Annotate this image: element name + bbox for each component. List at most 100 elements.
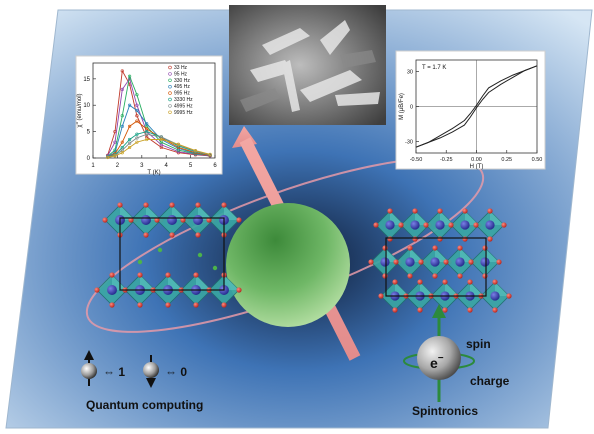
metal-atom [405,257,415,267]
octahedron-face [445,282,459,296]
interlayer-atom [137,259,143,265]
electron-label: e− [430,353,444,371]
sem-micrograph [229,5,386,125]
series-line [107,133,211,158]
oxygen-atom [457,273,463,279]
series-line [107,139,211,158]
x-tick-label: 5 [189,163,193,169]
oxygen-atom [496,259,502,265]
octahedron-face [224,275,239,290]
data-point [135,93,139,97]
oxygen-atom [467,307,473,313]
octahedron-face [224,205,239,220]
metal-atom [385,220,395,230]
data-point [120,69,124,73]
data-point [128,74,132,78]
oxygen-atom [482,273,488,279]
data-point [128,141,132,145]
x-tick-label: 4 [165,163,169,169]
metal-atom [410,220,420,230]
electron-sphere-icon [417,336,461,380]
magnetization-chart: -0.50 -0.25 0.00 0.25 0.50 -30 0 30 H (T) M (μB/F… [395,50,546,170]
metal-atom [485,220,495,230]
oxygen-atom [169,202,175,208]
legend-marker [168,84,172,89]
oxygen-atom [432,245,438,251]
y-tick-label: 0 [410,105,413,111]
legend-label: 95 Hz [174,71,188,77]
oxygen-atom [407,245,413,251]
x-tick-label: 0.25 [501,157,512,163]
y-tick-label: -30 [405,139,413,145]
y-axis-label: M (μB/Fe) [399,93,405,120]
metal-atom [455,257,465,267]
series-line [107,74,211,157]
chart-left-plot-area [92,62,216,159]
metal-atom [490,291,500,301]
oxygen-atom [393,259,399,265]
oxygen-atom [442,279,448,285]
oxygen-atom [412,236,418,242]
oxygen-atom [437,236,443,242]
spin-up-ball-icon [81,363,97,379]
metal-atom [480,257,490,267]
oxygen-atom [492,279,498,285]
octahedron-face [140,275,155,290]
data-point [208,152,212,156]
quantum-computing-label: Quantum computing [86,398,203,412]
spin-label: spin [466,337,491,351]
hysteresis-curve [415,65,538,148]
legend-label: 495 Hz [174,84,190,90]
legend-label: 4995 Hz [174,103,193,109]
metal-atom [380,257,390,267]
legend-label: 9995 Hz [174,110,193,116]
oxygen-atom [418,259,424,265]
octahedron-face [198,205,213,220]
data-point [120,124,124,128]
oxygen-atom [102,217,108,223]
oxygen-atom [221,202,227,208]
octahedron-face [490,211,504,225]
oxygen-atom [165,302,171,308]
legend-marker [168,110,172,115]
octahedron-face [440,211,454,225]
data-point [128,145,132,150]
x-tick-label: 3 [140,163,144,169]
metal-atom [193,215,203,225]
data-point [176,142,180,146]
legend-label: 3330 Hz [174,97,193,103]
series-line [107,77,211,157]
quantum-computing-section: ⇔ 1 ⇔ 0 Quantum computing [81,350,203,412]
data-point [135,114,139,118]
oxygen-atom [462,208,468,214]
unit-cell [385,237,487,297]
y-tick-label: 0 [87,156,91,162]
series-line [107,104,211,157]
data-point [159,137,163,142]
octahedron-face [120,205,135,220]
oxygen-atom [195,202,201,208]
oxygen-atom [443,259,449,265]
oxygen-atom [473,222,479,228]
oxygen-atom [487,208,493,214]
oxygen-atom [457,245,463,251]
legend-marker [168,97,172,102]
octahedron-face [470,282,484,296]
oxygen-atom [392,307,398,313]
y-tick-label: 10 [83,103,90,109]
oxygen-atom [165,272,171,278]
data-point [135,108,139,113]
oxygen-atom [492,307,498,313]
oxygen-atom [398,222,404,228]
x-tick-label: 2 [116,163,120,169]
oxygen-atom [236,287,242,293]
oxygen-atom [467,279,473,285]
central-sphere [226,203,350,327]
data-point [145,132,149,136]
oxygen-atom [221,302,227,308]
y-tick-label: 5 [87,130,91,136]
data-point [120,140,124,144]
metal-atom [141,215,151,225]
series-line [107,120,211,158]
